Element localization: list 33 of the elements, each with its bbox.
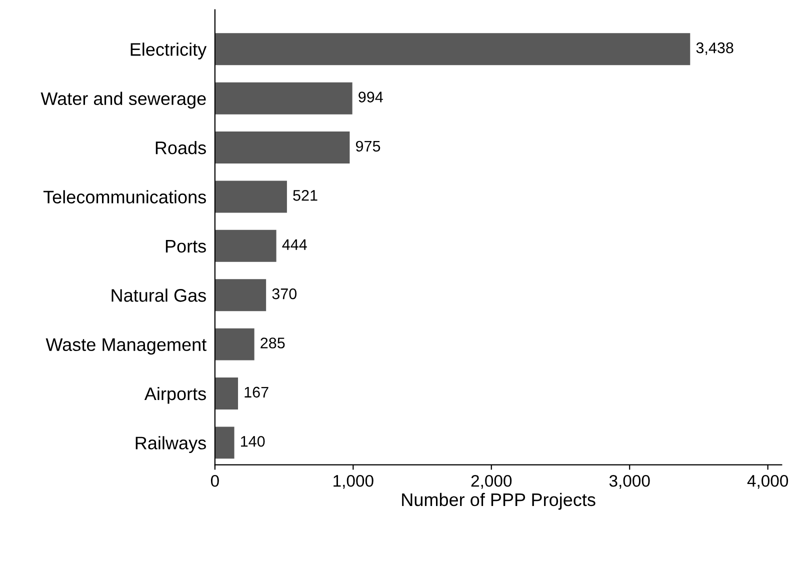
- bar: [214, 230, 276, 262]
- y-tick-label: Waste Management: [46, 338, 206, 355]
- y-tick-label: Airports: [144, 386, 206, 404]
- y-tick-label: Railways: [136, 436, 206, 453]
- data-label: 3,438: [696, 42, 734, 56]
- y-tick-label: Electricity: [130, 42, 207, 60]
- y-tick-label: Ports: [166, 240, 206, 253]
- data-label: 975: [356, 140, 380, 152]
- data-label: 370: [272, 288, 297, 300]
- x-tick-label: 4,000: [747, 474, 788, 489]
- bar: [214, 180, 287, 213]
- y-tick-label: Natural Gas: [112, 288, 206, 302]
- x-tick-label: 2,000: [471, 474, 512, 489]
- data-label: 285: [260, 338, 285, 348]
- data-label: 167: [244, 386, 268, 398]
- bar: [214, 426, 234, 459]
- bar: [214, 279, 266, 312]
- bar: [214, 33, 690, 66]
- bar: [214, 82, 352, 114]
- data-label: 994: [358, 92, 383, 102]
- bar: [214, 328, 254, 360]
- x-tick-label: 1,000: [334, 474, 374, 489]
- x-tick-label: 0: [210, 474, 219, 487]
- bar: [214, 378, 238, 410]
- data-label: 140: [241, 436, 265, 447]
- x-axis-title: Number of PPP Projects: [402, 492, 596, 510]
- data-label: 521: [293, 190, 318, 201]
- bar: [214, 132, 350, 164]
- x-tick-label: 3,000: [609, 474, 650, 489]
- data-label: 444: [282, 239, 307, 250]
- y-tick-label: Telecommunications: [43, 190, 206, 204]
- y-tick-label: Roads: [156, 140, 206, 154]
- y-tick-label: Water and sewerage: [40, 92, 206, 109]
